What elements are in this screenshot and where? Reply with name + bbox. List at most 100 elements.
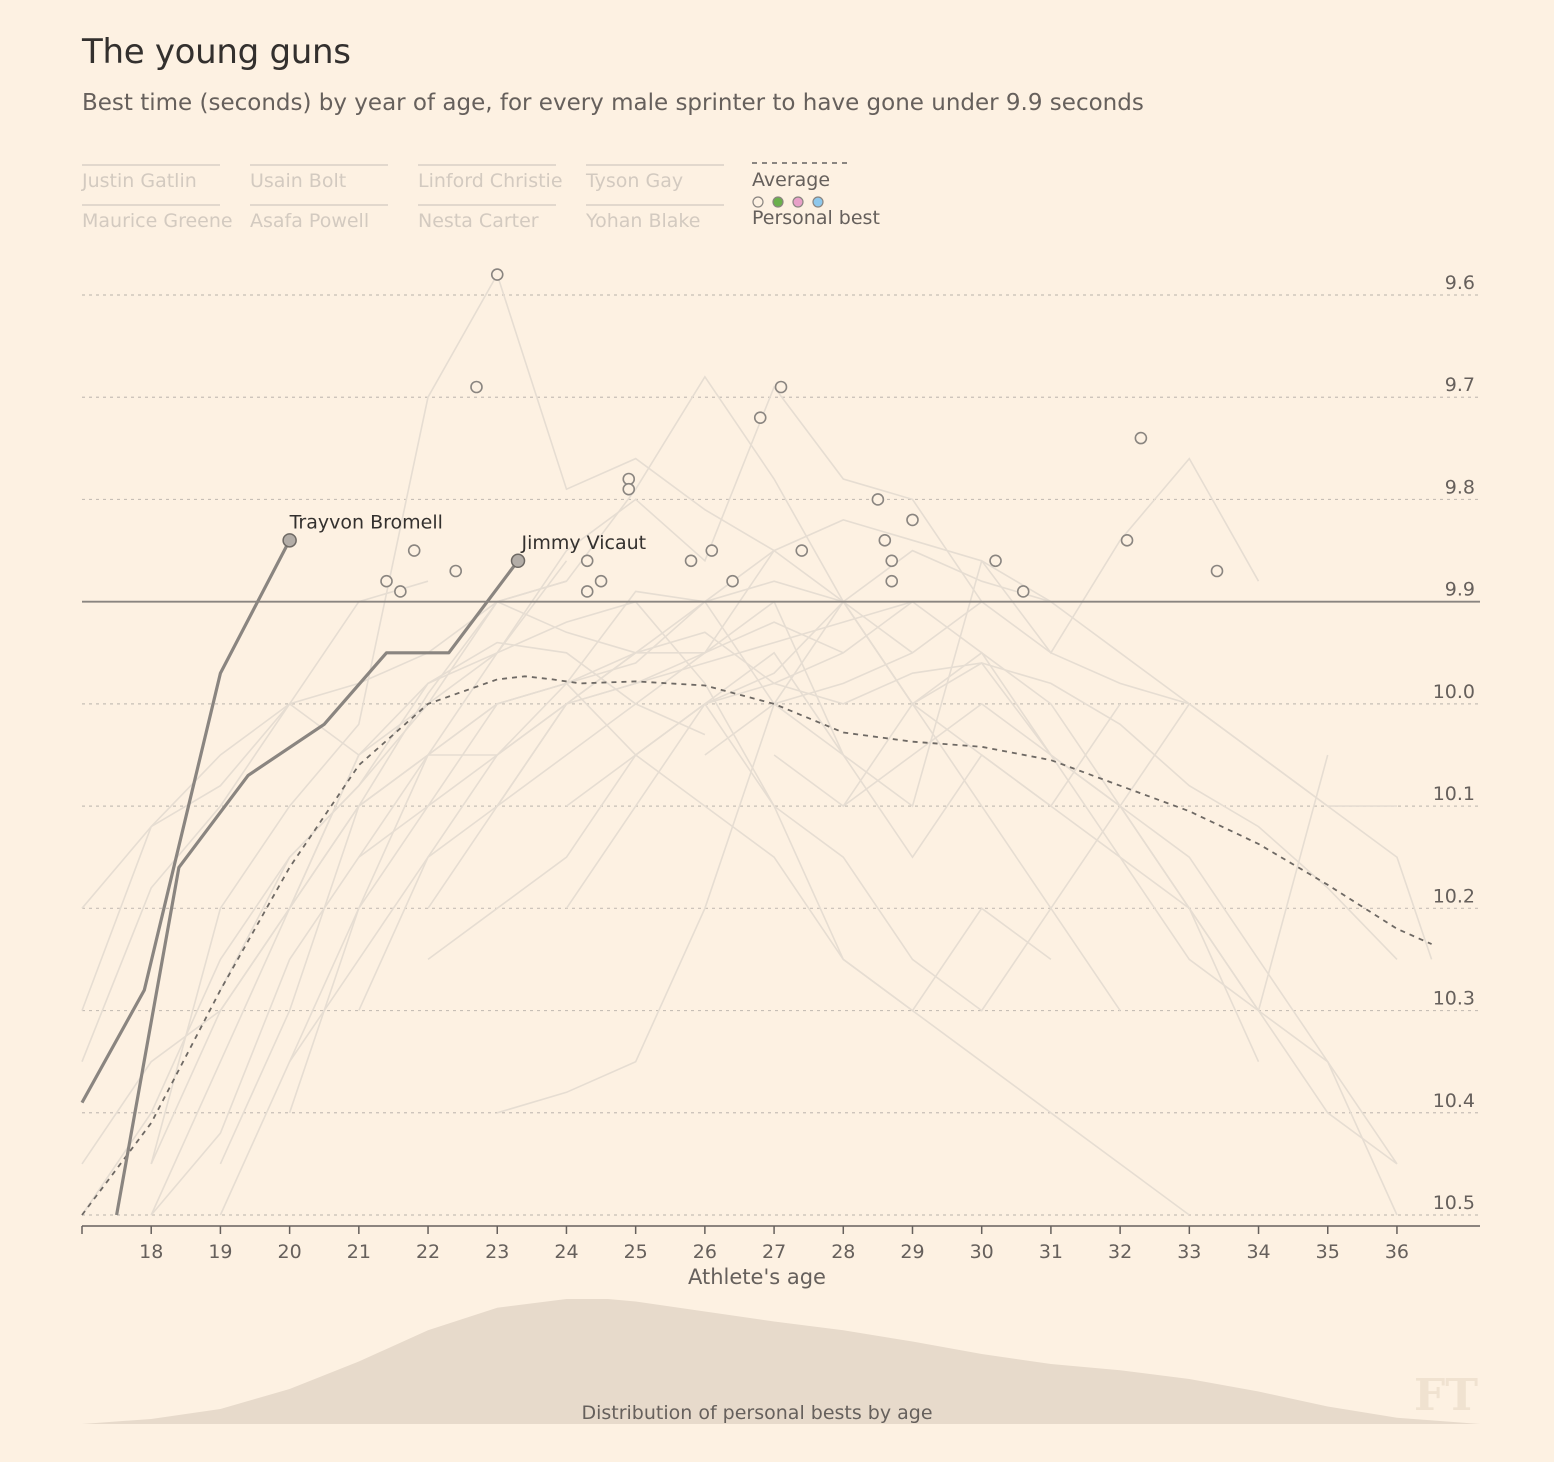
x-tick-label: 35 <box>1316 1241 1340 1263</box>
personal-best-point <box>622 482 636 496</box>
legend-athlete-label: Tyson Gay <box>585 170 683 192</box>
y-tick-label: 9.7 <box>1445 374 1475 396</box>
legend-personal-best-dot <box>792 196 804 208</box>
series-label: Trayvon Bromell <box>289 511 443 533</box>
background-series-line <box>150 580 567 1216</box>
legend-athlete-label: Justin Gatlin <box>81 170 197 192</box>
highlighted-series <box>80 533 526 1216</box>
background-series-line <box>288 621 844 909</box>
background-series <box>81 272 1433 1216</box>
personal-best-point <box>580 554 594 568</box>
personal-best-point <box>449 564 463 578</box>
background-series-line <box>81 580 429 909</box>
highlight-line-trayvon-bromell <box>80 539 292 1104</box>
x-tick-label: 31 <box>1039 1241 1063 1263</box>
background-series-line <box>288 549 1398 1216</box>
background-series-line <box>81 641 706 1062</box>
x-tick-label: 36 <box>1385 1241 1409 1263</box>
personal-best-point <box>885 574 899 588</box>
legend-athlete-label: Asafa Powell <box>250 210 369 232</box>
x-tick-label: 19 <box>208 1241 232 1263</box>
personal-best-point <box>594 574 608 588</box>
personal-best-point <box>1210 564 1224 578</box>
personal-best-point <box>622 472 636 486</box>
personal-best-point <box>878 534 892 547</box>
personal-best-point <box>1120 534 1134 547</box>
x-tick-label: 18 <box>139 1241 163 1263</box>
personal-best-point <box>394 585 407 598</box>
x-tick-label: 26 <box>693 1241 717 1263</box>
y-tick-label: 10.1 <box>1433 783 1475 805</box>
legend-average-label: Average <box>752 169 830 191</box>
background-series-line <box>565 549 1397 909</box>
background-series-line <box>150 580 913 1216</box>
personal-best-point <box>906 513 919 527</box>
legend-athlete-label: Usain Bolt <box>250 170 346 192</box>
personal-best-point <box>470 380 483 394</box>
ft-logo: FT <box>1414 1370 1478 1421</box>
y-tick-label: 10.2 <box>1433 885 1475 907</box>
personal-best-point <box>380 574 393 588</box>
legend: Justin Gatlin Usain Bolt Linford Christie T… <box>81 162 880 232</box>
legend-personal-best-dot <box>772 196 784 208</box>
series-label: Jimmy Vicaut <box>520 532 646 554</box>
y-tick-label: 10.0 <box>1433 681 1475 703</box>
y-tick-label: 9.9 <box>1445 579 1475 601</box>
x-tick-label: 20 <box>278 1241 302 1263</box>
y-tick-label: 9.8 <box>1445 476 1475 498</box>
background-series-line <box>150 631 1260 1165</box>
personal-best-point <box>726 574 739 588</box>
legend-personal-best-label: Personal best <box>752 207 880 229</box>
legend-personal-best-dot <box>752 196 764 208</box>
background-series-line <box>219 375 914 1165</box>
average-line <box>81 675 1432 1216</box>
background-series-line <box>150 272 775 1165</box>
distribution-label: Distribution of personal bests by age <box>581 1402 932 1424</box>
background-series-line <box>842 702 1398 1165</box>
personal-best-point <box>580 585 594 598</box>
grid: 9.6 9.7 9.8 9.9 10.0 10.1 10.2 10.3 10.4 10.5 <box>82 272 1480 1216</box>
x-tick-label: 21 <box>347 1241 371 1263</box>
x-tick-label: 28 <box>831 1241 855 1263</box>
legend-personal-best-dot <box>812 196 824 208</box>
background-series-line <box>496 600 1121 1114</box>
personal-best-point <box>989 554 1002 568</box>
highlight-end-point <box>510 553 526 569</box>
legend-athlete-label: Nesta Carter <box>418 210 539 232</box>
series-labels: Trayvon Bromell Jimmy Vicaut <box>289 511 646 553</box>
y-tick-label: 10.3 <box>1433 988 1475 1010</box>
y-tick-label: 10.4 <box>1433 1090 1475 1112</box>
legend-athlete-label: Maurice Greene <box>82 210 233 232</box>
personal-best-point <box>407 544 421 557</box>
legend-athlete-label: Yohan Blake <box>585 210 700 232</box>
distribution: Distribution of personal bests by age FT <box>82 1299 1480 1424</box>
personal-best-point <box>885 554 899 568</box>
x-tick-label: 24 <box>554 1241 578 1263</box>
x-axis-title: Athlete's age <box>688 1265 826 1289</box>
background-series-line <box>288 385 983 1063</box>
personal-best-point <box>871 493 885 506</box>
personal-best-point <box>753 411 767 424</box>
background-series-line <box>566 754 1190 1216</box>
personal-best-point <box>684 554 698 568</box>
legend-athlete-label: Linford Christie <box>418 170 563 192</box>
personal-best-point <box>490 268 504 281</box>
personal-best-point <box>774 380 788 394</box>
distribution-area <box>82 1299 1480 1424</box>
average-series <box>81 675 1432 1216</box>
personal-best-point <box>705 544 719 557</box>
x-tick-label: 34 <box>1246 1241 1270 1263</box>
x-axis: 18 19 20 21 22 23 24 25 26 27 28 29 30 31 32 33 34 35 36 At… <box>81 1225 1480 1289</box>
background-series-line <box>704 600 1433 960</box>
background-series-line <box>81 754 360 1165</box>
highlight-line-jimmy-vicaut <box>115 559 520 1216</box>
x-tick-label: 25 <box>624 1241 648 1263</box>
x-tick-label: 27 <box>762 1241 786 1263</box>
x-tick-label: 33 <box>1177 1241 1201 1263</box>
background-series-line <box>773 651 1329 1012</box>
y-tick-label: 10.5 <box>1433 1192 1475 1214</box>
personal-best-point <box>1134 431 1148 445</box>
y-tick-label: 9.6 <box>1445 272 1475 294</box>
personal-best-point <box>1016 585 1030 598</box>
